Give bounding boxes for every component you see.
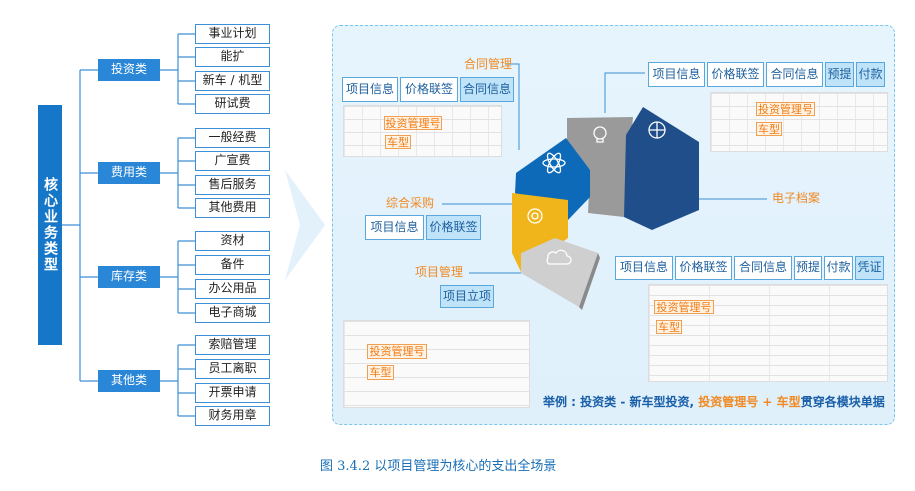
voucher-table-thumbnail: [648, 284, 888, 382]
tree-item: 一般经费: [195, 128, 270, 148]
cloud-icon: [546, 249, 572, 265]
procurement-label: 综合采购: [386, 196, 435, 210]
tree-item: 广宣费: [195, 151, 270, 171]
tag: 合同信息: [734, 256, 792, 280]
tree-item: 资材: [195, 231, 270, 251]
invest-no-tag: 投资管理号: [654, 300, 714, 314]
core-business-types: 核心业务类型: [38, 105, 62, 345]
contract-tags: 项目信息 价格联签 合同信息: [342, 77, 514, 102]
tag: 价格联签: [675, 256, 732, 280]
tree-item: 售后服务: [195, 175, 270, 195]
tag-highlight: 价格联签: [426, 215, 481, 240]
tree-item: 新车 / 机型: [195, 71, 270, 91]
example-prefix: 举例 : 投资类 - 新车型投资,: [543, 395, 699, 409]
tag-highlight: 凭证: [855, 256, 884, 280]
model-tag: 车型: [756, 122, 782, 136]
tag: 项目信息: [342, 77, 398, 102]
globe-icon: [648, 121, 666, 139]
invest-no-tag: 投资管理号: [756, 102, 815, 116]
tree-item: 电子商城: [195, 303, 270, 323]
tree-item: 能扩: [195, 47, 270, 67]
tag: 合同信息: [766, 62, 823, 87]
example-key2: 车型: [776, 395, 801, 409]
invest-no-tag: 投资管理号: [384, 116, 442, 130]
model-tag: 车型: [367, 365, 394, 380]
figure-caption: 图 3.4.2 以项目管理为核心的支出全场景: [320, 459, 557, 474]
atom-icon: [542, 152, 566, 174]
tree-item: 备件: [195, 255, 270, 275]
example-suffix: 贯穿各模块单据: [800, 395, 885, 409]
tag: 价格联签: [400, 77, 458, 102]
tag-highlight: 付款: [856, 62, 885, 87]
model-tag: 车型: [385, 135, 411, 149]
category-expense: 费用类: [98, 162, 160, 184]
ring-segment-gray: [567, 117, 633, 217]
tag: 项目信息: [615, 256, 673, 280]
lightbulb-icon: [593, 126, 607, 143]
invest-no-tag: 投资管理号: [367, 344, 427, 359]
tree-item: 财务用章: [195, 406, 270, 426]
tree-item: 员工离职: [195, 359, 270, 379]
tag-highlight: 合同信息: [460, 77, 514, 102]
category-other: 其他类: [98, 370, 160, 392]
tag: 价格联签: [707, 62, 764, 87]
e-archive-label: 电子档案: [772, 191, 821, 205]
ring-segment-lightgray: [521, 238, 598, 307]
contract-form-thumbnail: [343, 105, 502, 157]
tree-item: 索赔管理: [195, 335, 270, 355]
accrual-form-thumbnail: [710, 92, 888, 152]
category-inventory: 库存类: [98, 266, 160, 288]
accrual-tags: 项目信息 价格联签 合同信息 预提 付款: [648, 62, 885, 87]
tag-highlight: 项目立项: [440, 285, 494, 308]
project-form-thumbnail: [343, 320, 530, 408]
procurement-tags: 项目信息 价格联签: [365, 215, 481, 240]
project-tags: 项目立项: [440, 285, 494, 308]
tree-item: 研试费: [195, 94, 270, 114]
example-key1: 投资管理号: [698, 395, 759, 409]
category-investment: 投资类: [98, 59, 160, 81]
contract-management-label: 合同管理: [464, 57, 513, 71]
tree-item: 办公用品: [195, 279, 270, 299]
ring-segment-shadow: [579, 253, 600, 310]
tree-item: 开票申请: [195, 383, 270, 403]
tag: 项目信息: [648, 62, 705, 87]
arrow-shape: [285, 170, 325, 280]
tree-item: 其他费用: [195, 198, 270, 218]
example-note: 举例 : 投资类 - 新车型投资, 投资管理号 + 车型贯穿各模块单据: [543, 395, 885, 409]
project-management-label: 项目管理: [415, 265, 464, 279]
ring-segment-navy: [624, 107, 699, 230]
tag: 付款: [824, 256, 853, 280]
tag: 预提: [794, 256, 822, 280]
voucher-tags: 项目信息 价格联签 合同信息 预提 付款 凭证: [615, 256, 884, 280]
gear-icon: [527, 208, 543, 224]
example-plus: +: [758, 395, 777, 409]
tag-highlight: 预提: [825, 62, 854, 87]
tag: 项目信息: [365, 215, 424, 240]
model-tag: 车型: [656, 320, 682, 334]
tree-item: 事业计划: [195, 24, 270, 44]
module-connectors: [442, 63, 767, 274]
